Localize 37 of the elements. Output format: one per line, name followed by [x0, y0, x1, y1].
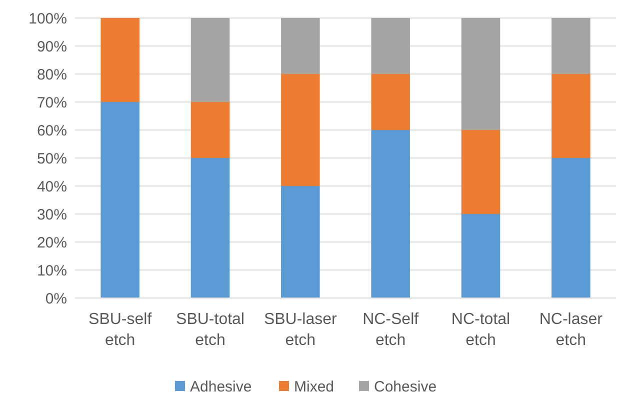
y-tick-label: 10% [36, 262, 67, 280]
bar [190, 18, 230, 102]
y-tick-label: 100% [28, 10, 67, 28]
y-tick-label: 80% [36, 66, 67, 84]
x-tick-label: SBU-total etch [176, 311, 244, 349]
bar [371, 130, 410, 298]
x-tick-label: NC-total etch [451, 311, 510, 349]
bar [190, 158, 230, 298]
y-tick-label: 60% [36, 122, 67, 140]
y-tick-label: 50% [36, 150, 67, 168]
bar [371, 74, 410, 130]
bar [552, 74, 590, 158]
y-tick-label: 90% [36, 38, 67, 56]
bar [461, 214, 500, 298]
bar [190, 102, 230, 158]
bar [552, 158, 590, 298]
x-tick-label: SBU-laser etch [264, 311, 338, 349]
y-tick-label: 70% [36, 94, 67, 112]
legend-label: Adhesive [190, 378, 252, 396]
bar [281, 18, 320, 74]
y-tick-label: 20% [36, 234, 67, 252]
bar [461, 18, 500, 130]
legend-label: Cohesive [374, 378, 437, 396]
x-tick-label: NC-laser etch [539, 311, 604, 349]
x-tick-label: SBU-self etch [88, 311, 152, 349]
bar [281, 74, 320, 186]
y-tick-label: 40% [36, 178, 67, 196]
y-tick-label: 0% [45, 290, 67, 308]
y-tick-label: 30% [36, 206, 67, 224]
bar [461, 130, 500, 214]
legend-label: Mixed [294, 378, 334, 396]
bar [100, 18, 140, 102]
x-tick-label: NC-Self etch [362, 311, 420, 349]
bar [100, 102, 140, 298]
bar [281, 186, 320, 298]
bar [371, 18, 410, 74]
bar [552, 18, 590, 74]
